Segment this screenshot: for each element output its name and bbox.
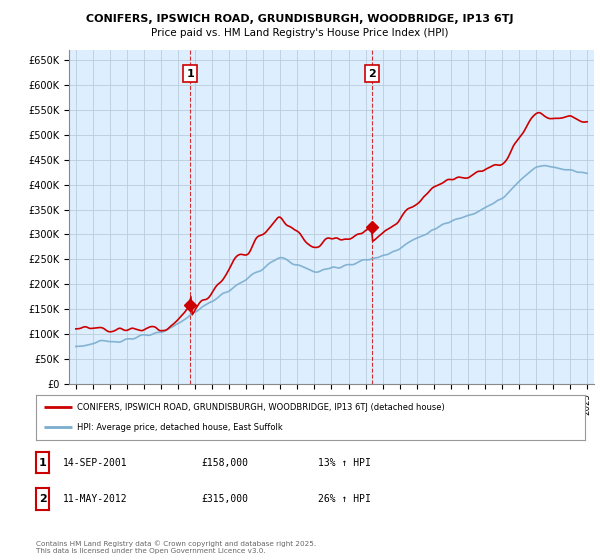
Text: 2: 2 [39,494,46,504]
Text: 1: 1 [39,458,46,468]
Text: HPI: Average price, detached house, East Suffolk: HPI: Average price, detached house, East… [77,423,283,432]
Text: 11-MAY-2012: 11-MAY-2012 [63,494,128,504]
Text: 13% ↑ HPI: 13% ↑ HPI [318,458,371,468]
Text: £158,000: £158,000 [201,458,248,468]
Text: 26% ↑ HPI: 26% ↑ HPI [318,494,371,504]
Text: Contains HM Land Registry data © Crown copyright and database right 2025.
This d: Contains HM Land Registry data © Crown c… [36,541,316,554]
Text: 2: 2 [368,69,376,79]
Text: £315,000: £315,000 [201,494,248,504]
Text: 14-SEP-2001: 14-SEP-2001 [63,458,128,468]
Text: Price paid vs. HM Land Registry's House Price Index (HPI): Price paid vs. HM Land Registry's House … [151,28,449,38]
Text: 1: 1 [187,69,194,79]
Text: CONIFERS, IPSWICH ROAD, GRUNDISBURGH, WOODBRIDGE, IP13 6TJ (detached house): CONIFERS, IPSWICH ROAD, GRUNDISBURGH, WO… [77,403,445,412]
Text: CONIFERS, IPSWICH ROAD, GRUNDISBURGH, WOODBRIDGE, IP13 6TJ: CONIFERS, IPSWICH ROAD, GRUNDISBURGH, WO… [86,14,514,24]
